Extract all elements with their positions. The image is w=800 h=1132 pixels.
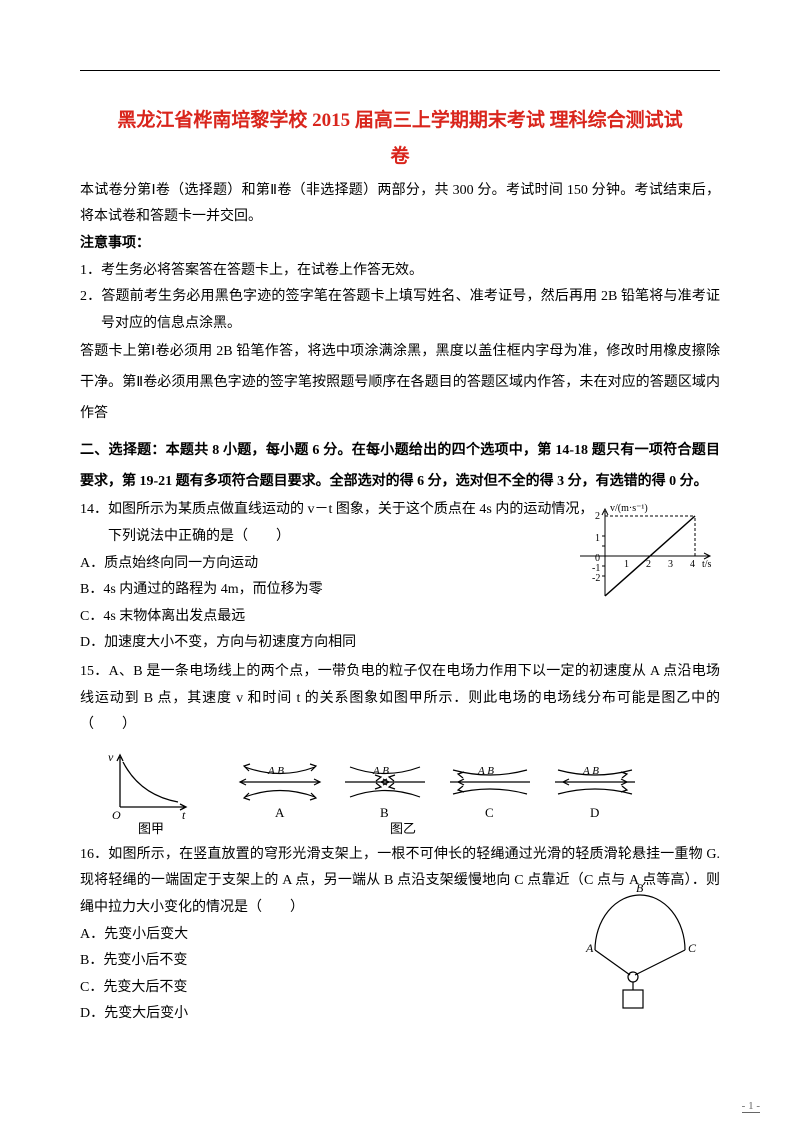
svg-text:2: 2 [646,559,651,570]
intro-paragraph: 本试卷分第Ⅰ卷（选择题）和第Ⅱ卷（非选择题）两部分，共 300 分。考试时间 1… [80,178,720,231]
svg-text:O: O [112,808,121,822]
vt-graph-icon: v/(m·s⁻¹) 2 1 0 -1 -2 1 2 3 4 t/s [570,501,720,611]
svg-text:2: 2 [595,511,600,522]
pulley-diagram-icon: A B C [580,880,700,1010]
label-option-d: D [590,805,599,820]
label-option-a: A [275,805,285,820]
label-fig-jia: 图甲 [138,821,164,836]
svg-text:B: B [636,881,644,895]
svg-text:1: 1 [624,559,629,570]
svg-text:v/(m·s⁻¹): v/(m·s⁻¹) [610,503,648,514]
label-option-c: C [485,805,494,820]
svg-text:A: A [585,941,594,955]
svg-text:4: 4 [690,559,695,570]
notice-item-1: 1．考生务必将答案答在答题卡上，在试卷上作答无效。 [80,258,720,285]
q14-option-d: D．加速度大小不变，方向与初速度方向相同 [80,630,720,657]
svg-text:A B: A B [372,765,389,777]
exam-title-line2: 卷 [80,141,720,168]
question-14: 14．如图所示为某质点做直线运动的 v－t 图象，关于这个质点在 4s 内的运动… [80,497,720,657]
label-option-b: B [380,805,389,820]
svg-text:3: 3 [668,559,673,570]
svg-text:t: t [182,808,186,822]
svg-text:1: 1 [595,533,600,544]
section-2-header: 二、选择题：本题共 8 小题，每小题 6 分。在每小题给出的四个选项中，第 14… [80,436,720,498]
svg-text:A B: A B [477,765,494,777]
question-15-stem: 15．A、B 是一条电场线上的两个点，一带负电的粒子仅在电场力作用下以一定的初速… [80,659,720,739]
svg-text:A B: A B [582,765,599,777]
notice-item-3: 答题卡上第Ⅰ卷必须用 2B 铅笔作答，将选中项涂满涂黑，黑度以盖住框内字母为准，… [80,337,720,429]
exam-page: 黑龙江省桦南培黎学校 2015 届高三上学期期末考试 理科综合测试试 卷 本试卷… [0,0,800,1132]
q15-diagrams-icon: v O t 图甲 A B A [90,747,710,837]
q15-figures-row: v O t 图甲 A B A [80,747,720,842]
notice-header: 注意事项： [80,231,720,258]
question-16: 16．如图所示，在竖直放置的穹形光滑支架上，一根不可伸长的轻绳通过光滑的轻质滑轮… [80,842,720,1028]
svg-text:C: C [688,941,697,955]
top-rule [80,70,720,71]
label-fig-yi: 图乙 [390,821,416,836]
svg-text:-2: -2 [592,573,600,584]
svg-text:v: v [108,750,114,764]
exam-title-line1: 黑龙江省桦南培黎学校 2015 届高三上学期期末考试 理科综合测试试 [80,101,720,141]
page-number: - 1 - [742,1100,760,1112]
svg-text:t/s: t/s [702,559,712,570]
svg-text:A B: A B [267,765,284,777]
notice-item-2: 2．答题前考生务必用黑色字迹的签字笔在答题卡上填写姓名、准考证号，然后再用 2B… [80,284,720,337]
